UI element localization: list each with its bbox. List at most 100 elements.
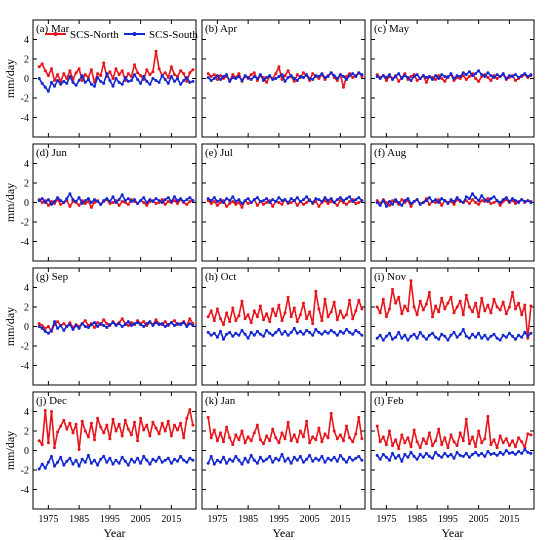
data-point-north <box>225 204 229 208</box>
y-tick-label: -2 <box>21 342 29 353</box>
data-point-south <box>271 460 275 464</box>
data-point-south <box>83 325 87 328</box>
data-point-south <box>403 333 407 337</box>
data-point-south <box>59 455 63 459</box>
data-point-south <box>406 76 410 79</box>
data-point-south <box>455 74 459 78</box>
data-point-north <box>467 202 471 205</box>
data-point-north <box>446 301 450 305</box>
data-point-north <box>154 426 158 430</box>
data-point-south <box>345 197 348 201</box>
data-point-south <box>163 325 167 328</box>
data-point-south <box>258 73 262 77</box>
data-point-south <box>68 323 72 327</box>
legend: SCS-North SCS-South <box>45 29 198 41</box>
data-point-south <box>486 200 490 203</box>
data-point-south <box>501 333 505 337</box>
data-point-south <box>234 331 238 335</box>
data-point-south <box>483 454 487 458</box>
data-point-north <box>99 74 103 78</box>
data-point-south <box>517 201 521 204</box>
data-point-north <box>151 70 155 74</box>
data-point-north <box>136 439 140 443</box>
data-point-south <box>292 455 296 459</box>
data-point-north <box>529 433 533 437</box>
data-point-north <box>89 68 93 72</box>
data-point-north <box>486 414 490 418</box>
data-point-north <box>351 440 355 444</box>
data-point-north <box>514 307 517 311</box>
data-point-south <box>308 453 312 457</box>
data-point-south <box>406 197 410 201</box>
panel-4: -4 -2 0 2 4 (d) Jun mm/day <box>3 143 197 262</box>
data-point-north <box>357 415 361 419</box>
data-point-south <box>326 331 330 335</box>
data-point-south <box>298 454 302 458</box>
data-point-south <box>461 454 465 458</box>
data-point-south <box>394 75 398 78</box>
data-point-south <box>329 458 333 462</box>
data-point-south <box>154 197 158 201</box>
data-point-south <box>409 334 413 338</box>
data-point-south <box>225 461 229 465</box>
data-point-north <box>335 437 339 441</box>
data-point-north <box>498 434 502 438</box>
data-point-north <box>458 431 462 435</box>
axes-frame <box>370 267 535 386</box>
data-point-north <box>148 73 152 77</box>
data-point-north <box>166 76 170 79</box>
data-point-south <box>434 198 438 202</box>
data-point-south <box>222 455 225 459</box>
data-point-north <box>461 313 465 317</box>
data-point-south <box>492 195 496 199</box>
data-point-south <box>77 79 81 82</box>
data-point-north <box>471 310 474 314</box>
data-point-south <box>458 332 462 336</box>
data-point-north <box>471 435 474 439</box>
data-point-north <box>212 73 216 77</box>
data-point-north <box>489 311 493 315</box>
data-point-south <box>142 196 146 200</box>
data-point-south <box>283 459 287 463</box>
data-point-south <box>495 199 499 203</box>
data-point-south <box>418 77 422 80</box>
data-point-south <box>458 75 462 78</box>
data-point-north <box>56 73 60 77</box>
data-point-south <box>342 75 345 78</box>
data-point-north <box>295 320 299 324</box>
data-point-south <box>209 199 213 203</box>
data-point-south <box>360 333 364 337</box>
data-point-south <box>449 452 453 456</box>
data-point-south <box>437 337 441 341</box>
data-point-north <box>37 322 41 326</box>
data-point-south <box>173 324 176 327</box>
data-point-south <box>320 454 324 458</box>
data-point-south <box>240 328 244 332</box>
data-point-south <box>166 456 170 460</box>
data-point-south <box>212 196 216 200</box>
data-point-north <box>255 315 259 319</box>
data-point-south <box>237 458 241 462</box>
data-point-north <box>206 415 210 419</box>
data-point-south <box>471 332 474 336</box>
data-point-south <box>252 458 256 462</box>
data-point-south <box>114 201 118 204</box>
data-point-south <box>169 75 173 78</box>
data-point-south <box>56 79 60 82</box>
data-point-north <box>133 63 136 67</box>
data-point-south <box>243 74 247 78</box>
data-point-north <box>391 287 394 291</box>
data-point-north <box>151 420 155 424</box>
data-point-north <box>317 307 321 311</box>
data-point-south <box>458 199 462 203</box>
data-point-south <box>53 320 56 324</box>
data-point-south <box>375 336 379 340</box>
data-point-south <box>440 197 444 201</box>
data-point-south <box>467 336 471 340</box>
data-point-north <box>283 311 287 315</box>
data-point-south <box>157 455 161 459</box>
data-point-south <box>446 76 450 79</box>
panel-12: 1975 1985 1995 2005 2015 (l) Feb Year <box>370 391 535 540</box>
data-point-north <box>421 437 425 441</box>
data-point-south <box>43 201 47 204</box>
